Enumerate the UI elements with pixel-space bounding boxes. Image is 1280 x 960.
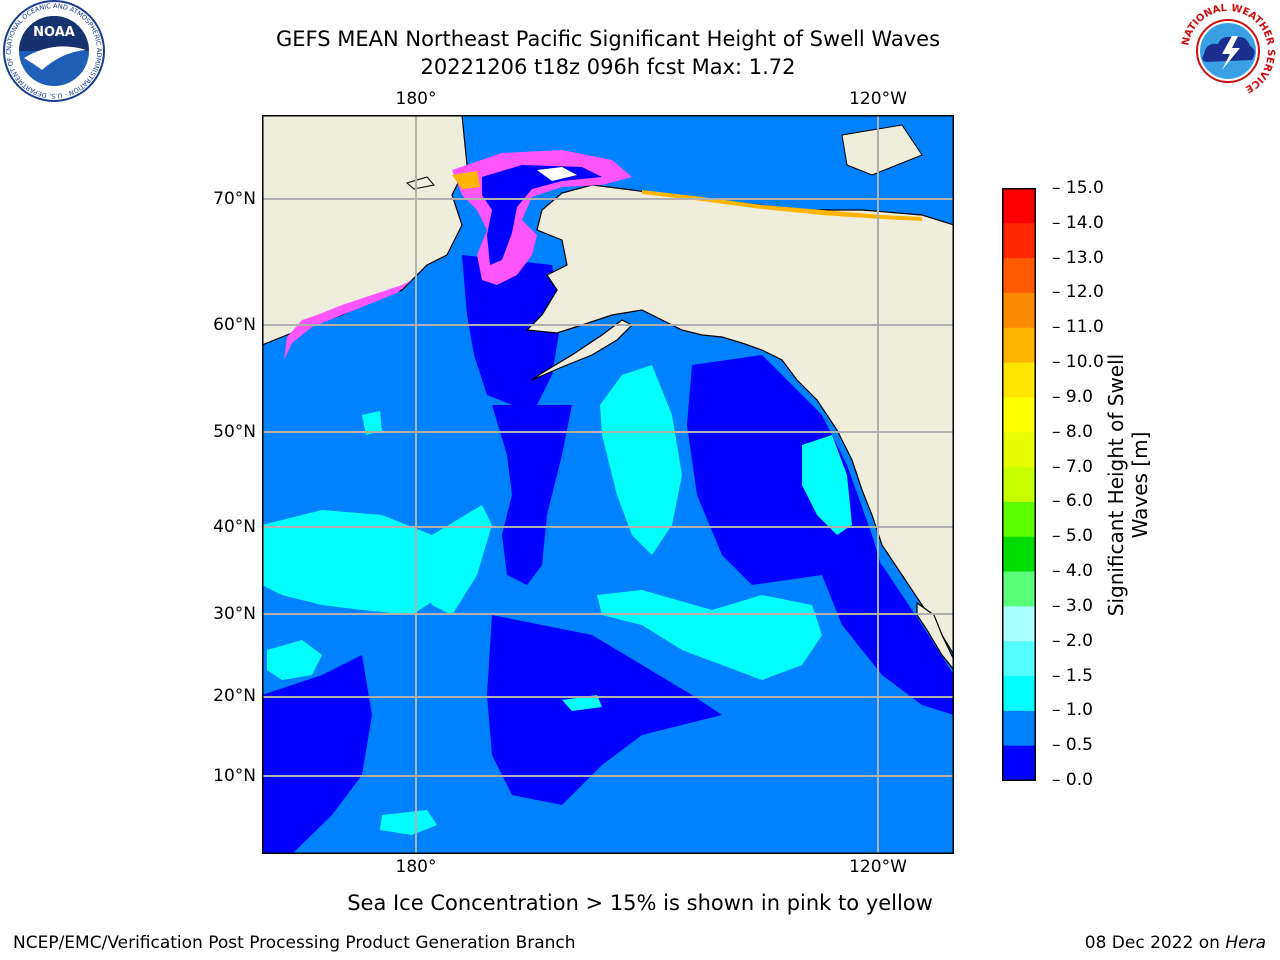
high-swell-west — [262, 510, 452, 615]
colorbar-segment — [1002, 362, 1036, 398]
colorbar-label-line1: Significant Height of Swell — [1104, 353, 1128, 617]
high-swell-subtropical — [597, 590, 822, 680]
colorbar-tick-label: – 0.0 — [1052, 770, 1093, 790]
colorbar-tick-label: – 4.0 — [1052, 561, 1093, 582]
colorbar-segment — [1002, 536, 1036, 572]
colorbar-segment — [1002, 571, 1036, 607]
colorbar-segment — [1002, 188, 1036, 224]
colorbar-segment — [1002, 501, 1036, 538]
low-swell-south — [487, 615, 722, 805]
chart-subtitle: 20221206 t18z 096h fcst Max: 1.72 — [420, 55, 796, 79]
sea-ice-chukchi-blue — [482, 165, 602, 265]
colorbar-segment — [1002, 327, 1036, 363]
nws-logo: NATIONAL WEATHER SERVICE — [1179, 2, 1277, 100]
colorbar-tick-label: – 15.0 — [1052, 178, 1104, 198]
low-swell-bering — [462, 255, 562, 415]
colorbar-segment — [1002, 467, 1036, 503]
lon-label-top-180: 180° — [395, 89, 437, 109]
land-arctic-island — [841, 124, 923, 176]
noaa-logo: NATIONAL OCEANIC AND ATMOSPHERIC ADMINIS… — [2, 0, 105, 102]
land-alaska-peninsula — [531, 319, 634, 381]
colorbar-tick-label: – 0.5 — [1052, 735, 1093, 756]
lon-label-bottom-180: 180° — [395, 857, 437, 877]
credit-branch: NCEP/EMC/Verification Post Processing Pr… — [13, 933, 576, 953]
colorbar-segment — [1002, 676, 1036, 712]
lat-label-10n: 10°N — [213, 766, 256, 786]
low-swell-central — [492, 405, 572, 585]
credit-date: 08 Dec 2022 on Hera — [1085, 933, 1266, 953]
colorbar-segment — [1002, 258, 1036, 294]
colorbar-label: Significant Height of Swell Waves [m] — [1104, 275, 1152, 695]
colorbar-tick-label: – 8.0 — [1052, 421, 1093, 442]
lon-label-bottom-120w: 120°W — [849, 857, 907, 877]
land-baja — [916, 601, 954, 671]
colorbar-tick-label: – 9.0 — [1052, 386, 1093, 407]
colorbar-tick-label: – 11.0 — [1052, 317, 1104, 338]
high-swell-southwest — [267, 640, 322, 680]
colorbar-label-line2: Waves [m] — [1128, 431, 1152, 539]
high-swell-midwest — [417, 505, 492, 615]
sea-ice-orange — [452, 171, 480, 189]
lat-label-70n: 70°N — [213, 189, 256, 209]
chart-title: GEFS MEAN Northeast Pacific Significant … — [275, 27, 941, 51]
swell-height-map — [262, 115, 954, 854]
colorbar-tick-label: – 14.0 — [1052, 212, 1104, 233]
high-swell-hawaii — [562, 695, 602, 711]
land-wrangel — [405, 176, 435, 190]
colorbar-tick-label: – 10.0 — [1052, 352, 1104, 373]
colorbar-segment — [1002, 606, 1036, 642]
colorbar-segment — [1002, 397, 1036, 433]
sea-ice-kamchatka — [284, 280, 412, 360]
lat-label-40n: 40°N — [213, 517, 256, 537]
colorbar-tick-label: – 1.0 — [1052, 700, 1093, 721]
lat-label-20n: 20°N — [213, 686, 256, 706]
credit-date-text: 08 Dec 2022 on — [1084, 933, 1226, 953]
colorbar-segment — [1002, 641, 1036, 677]
colorbar — [1002, 188, 1036, 781]
colorbar-segment — [1002, 710, 1036, 746]
high-swell-coast — [802, 435, 852, 535]
sea-ice-arctic-coast — [642, 190, 922, 221]
sea-ice-white — [537, 167, 577, 181]
low-swell-southwest — [262, 655, 372, 854]
colorbar-tick-label: – 2.0 — [1052, 630, 1093, 651]
colorbar-tick-label: – 12.0 — [1052, 282, 1104, 303]
sea-ice-note: Sea Ice Concentration > 15% is shown in … — [347, 891, 933, 915]
high-swell-aleutian — [362, 411, 382, 435]
colorbar-tick-label: – 13.0 — [1052, 247, 1104, 268]
colorbar-segment — [1002, 745, 1036, 781]
high-swell-gulf — [600, 365, 682, 555]
colorbar-tick-label: – 7.0 — [1052, 456, 1093, 477]
colorbar-segment — [1002, 223, 1036, 259]
colorbar-segment — [1002, 292, 1036, 329]
colorbar-tick-label: – 5.0 — [1052, 526, 1093, 547]
credit-host: Hera — [1225, 933, 1266, 953]
high-swell-equatorial — [380, 810, 437, 835]
colorbar-tick-label: – 3.0 — [1052, 595, 1093, 616]
low-swell-coast — [822, 565, 954, 715]
lat-label-60n: 60°N — [213, 315, 256, 335]
colorbar-tick-label: – 6.0 — [1052, 491, 1093, 512]
lat-label-50n: 50°N — [213, 422, 256, 442]
lon-label-top-120w: 120°W — [849, 89, 907, 109]
colorbar-segment — [1002, 432, 1036, 468]
map-frame — [262, 115, 954, 854]
noaa-text: NOAA — [33, 25, 75, 40]
lat-label-30n: 30°N — [213, 604, 256, 624]
colorbar-tick-label: – 1.5 — [1052, 665, 1093, 686]
